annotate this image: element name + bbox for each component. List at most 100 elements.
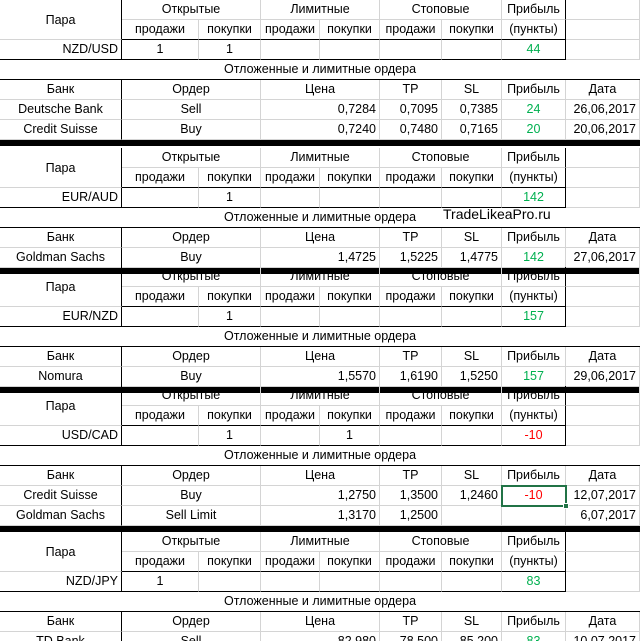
empty-cell[interactable] <box>566 532 640 552</box>
tp-header[interactable]: TP <box>380 228 442 248</box>
order-type[interactable]: Buy <box>122 486 261 506</box>
pair-name[interactable]: USD/CAD <box>0 426 122 446</box>
limit-sells-header[interactable]: продажи <box>261 20 320 40</box>
profit-header[interactable]: Прибыль <box>502 0 566 20</box>
empty-cell[interactable] <box>566 40 640 60</box>
price-header[interactable]: Цена <box>261 228 380 248</box>
order-tp[interactable]: 78,500 <box>380 632 442 641</box>
sl-header[interactable]: SL <box>442 228 502 248</box>
open-buys-header[interactable]: покупки <box>199 552 261 572</box>
open-header[interactable]: Открытые <box>122 0 261 20</box>
stop-buys-value[interactable] <box>442 572 502 592</box>
limit-buys-value[interactable] <box>320 188 380 208</box>
limit-sells-header[interactable]: продажи <box>261 168 320 188</box>
profit-header[interactable]: Прибыль <box>502 148 566 168</box>
order-date[interactable]: 20,06,2017 <box>566 120 640 140</box>
stop-sells-value[interactable] <box>380 188 442 208</box>
order-bank[interactable]: Deutsche Bank <box>0 100 122 120</box>
limit-buys-header[interactable]: покупки <box>320 552 380 572</box>
limit-sells-value[interactable] <box>261 572 320 592</box>
cell-selection[interactable] <box>501 485 567 507</box>
order-profit-header[interactable]: Прибыль <box>502 466 566 486</box>
empty-cell[interactable] <box>566 188 640 208</box>
order-price[interactable]: 0,7240 <box>261 120 380 140</box>
profit-header[interactable]: Прибыль <box>502 386 566 406</box>
pair-profit-value[interactable]: 83 <box>502 572 566 592</box>
order-price[interactable]: 0,7284 <box>261 100 380 120</box>
tp-header[interactable]: TP <box>380 612 442 632</box>
stop-header[interactable]: Стоповые <box>380 532 502 552</box>
open-sells-header[interactable]: продажи <box>122 287 199 307</box>
points-header[interactable]: (пункты) <box>502 20 566 40</box>
sl-header[interactable]: SL <box>442 347 502 367</box>
limit-sells-value[interactable] <box>261 40 320 60</box>
order-header[interactable]: Ордер <box>122 612 261 632</box>
pending-orders-title[interactable]: Отложенные и лимитные ордера <box>0 327 640 347</box>
order-sl[interactable]: 0,7385 <box>442 100 502 120</box>
order-price[interactable]: 82,980 <box>261 632 380 641</box>
order-type[interactable]: Buy <box>122 248 261 268</box>
pair-header[interactable]: Пара <box>0 0 122 40</box>
sl-header[interactable]: SL <box>442 612 502 632</box>
order-profit[interactable]: 24 <box>502 100 566 120</box>
pair-header[interactable]: Пара <box>0 148 122 188</box>
order-date[interactable]: 27,06,2017 <box>566 248 640 268</box>
limit-buys-header[interactable]: покупки <box>320 287 380 307</box>
open-buys-value[interactable]: 1 <box>199 188 261 208</box>
open-buys-header[interactable]: покупки <box>199 20 261 40</box>
order-profit-header[interactable]: Прибыль <box>502 228 566 248</box>
open-sells-value[interactable]: 1 <box>122 572 199 592</box>
order-date[interactable]: 10,07,2017 <box>566 632 640 641</box>
points-header[interactable]: (пункты) <box>502 552 566 572</box>
stop-buys-value[interactable] <box>442 426 502 446</box>
stop-sells-value[interactable] <box>380 426 442 446</box>
stop-buys-value[interactable] <box>442 307 502 327</box>
bank-header[interactable]: Банк <box>0 347 122 367</box>
order-tp[interactable]: 0,7095 <box>380 100 442 120</box>
open-sells-header[interactable]: продажи <box>122 168 199 188</box>
limit-sells-value[interactable] <box>261 426 320 446</box>
limit-sells-header[interactable]: продажи <box>261 406 320 426</box>
profit-header[interactable]: Прибыль <box>502 532 566 552</box>
order-sl[interactable]: 85,200 <box>442 632 502 641</box>
order-profit-header[interactable]: Прибыль <box>502 80 566 100</box>
pending-orders-title[interactable]: Отложенные и лимитные ордера <box>0 208 640 228</box>
order-date[interactable]: 6,07,2017 <box>566 506 640 526</box>
order-sl[interactable]: 1,2460 <box>442 486 502 506</box>
stop-sells-value[interactable] <box>380 307 442 327</box>
date-header[interactable]: Дата <box>566 80 640 100</box>
points-header[interactable]: (пункты) <box>502 287 566 307</box>
empty-cell[interactable] <box>566 426 640 446</box>
limit-header[interactable]: Лимитные <box>261 0 380 20</box>
open-header[interactable]: Открытые <box>122 148 261 168</box>
date-header[interactable]: Дата <box>566 347 640 367</box>
limit-buys-value[interactable]: 1 <box>320 426 380 446</box>
order-tp[interactable]: 1,2500 <box>380 506 442 526</box>
pending-orders-title[interactable]: Отложенные и лимитные ордера <box>0 60 640 80</box>
order-price[interactable]: 1,3170 <box>261 506 380 526</box>
stop-sells-header[interactable]: продажи <box>380 287 442 307</box>
order-tp[interactable]: 1,5225 <box>380 248 442 268</box>
bank-header[interactable]: Банк <box>0 466 122 486</box>
open-header[interactable]: Открытые <box>122 267 261 287</box>
open-buys-header[interactable]: покупки <box>199 406 261 426</box>
tp-header[interactable]: TP <box>380 347 442 367</box>
empty-cell[interactable] <box>566 307 640 327</box>
open-sells-header[interactable]: продажи <box>122 552 199 572</box>
stop-buys-header[interactable]: покупки <box>442 168 502 188</box>
date-header[interactable]: Дата <box>566 612 640 632</box>
pair-name[interactable]: EUR/AUD <box>0 188 122 208</box>
date-header[interactable]: Дата <box>566 228 640 248</box>
open-buys-value[interactable]: 1 <box>199 426 261 446</box>
order-header[interactable]: Ордер <box>122 80 261 100</box>
stop-buys-header[interactable]: покупки <box>442 406 502 426</box>
stop-sells-value[interactable] <box>380 40 442 60</box>
stop-buys-header[interactable]: покупки <box>442 287 502 307</box>
order-header[interactable]: Ордер <box>122 347 261 367</box>
order-price[interactable]: 1,2750 <box>261 486 380 506</box>
pair-profit-value[interactable]: 142 <box>502 188 566 208</box>
open-buys-value[interactable]: 1 <box>199 40 261 60</box>
pair-profit-value[interactable]: 44 <box>502 40 566 60</box>
order-bank[interactable]: Goldman Sachs <box>0 506 122 526</box>
order-profit[interactable]: 83 <box>502 632 566 641</box>
